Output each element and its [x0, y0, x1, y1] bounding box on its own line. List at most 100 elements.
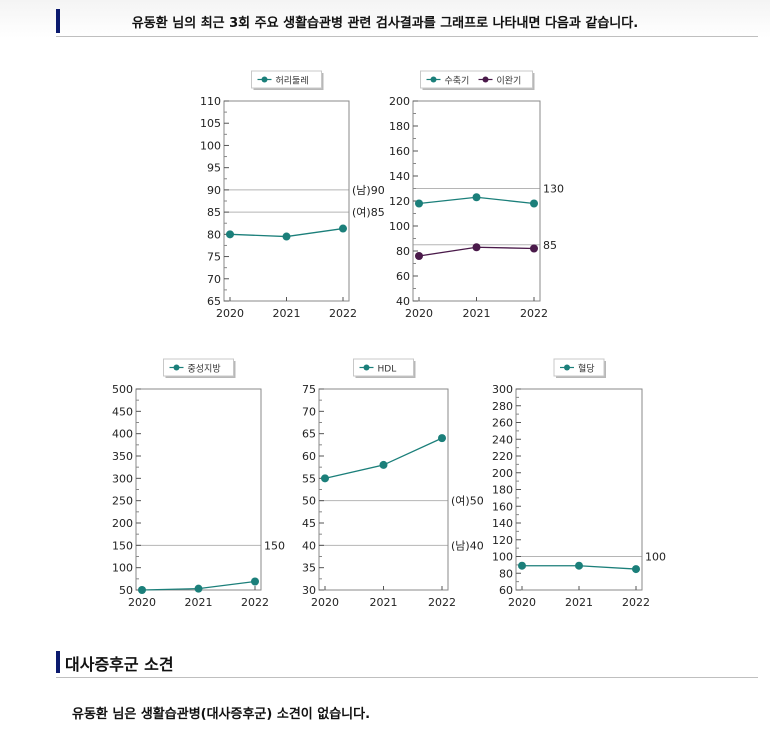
x-tick-label: 2020	[311, 596, 339, 609]
y-tick-label: 70	[207, 273, 221, 286]
legend-box	[353, 358, 414, 377]
y-tick-label: 280	[492, 400, 513, 413]
reference-label: 85	[543, 239, 557, 252]
y-tick-label: 120	[492, 534, 513, 547]
data-point	[530, 199, 538, 208]
data-point	[415, 252, 423, 260]
data-point	[472, 243, 481, 252]
y-tick-label: 60	[302, 450, 316, 463]
charts-area: 허리둘레 (남)90 (여)85 65 70 75 80 85 90 95 100 105 110 202…	[112, 70, 666, 609]
y-tick-label: 160	[389, 145, 410, 158]
legend-marker	[261, 76, 268, 83]
plot-frame	[223, 100, 350, 302]
data-point	[282, 232, 291, 241]
y-tick-label: 80	[207, 228, 221, 241]
y-tick-label: 105	[200, 117, 221, 130]
data-point	[632, 565, 640, 574]
y-tick-label: 65	[302, 428, 316, 441]
y-tick-label: 100	[200, 139, 221, 152]
y-tick-label: 80	[499, 567, 513, 580]
legend-marker	[482, 76, 489, 83]
y-tick-label: 120	[389, 195, 410, 208]
y-tick-label: 140	[389, 170, 410, 183]
summary-text: 유동환 님은 생활습관병(대사증후군) 소견이 없습니다.	[72, 707, 371, 722]
reference-label: (여)50	[451, 495, 484, 508]
chart-4: HDL (여)50 (남)40 30 35 40 45 50 55 60 65 70 75 2020 202…	[302, 358, 484, 609]
data-point	[251, 577, 259, 586]
data-point	[138, 586, 146, 594]
x-tick-label: 2022	[520, 307, 548, 320]
data-point	[415, 199, 423, 208]
legend-marker	[430, 76, 437, 83]
reference-label: 130	[543, 183, 564, 196]
y-tick-label: 85	[207, 206, 221, 219]
x-tick-label: 2021	[565, 596, 593, 609]
y-tick-label: 50	[119, 584, 133, 597]
y-tick-label: 500	[112, 383, 133, 396]
x-tick-label: 2020	[508, 596, 536, 609]
data-point	[226, 230, 234, 239]
chart-1: 허리둘레 (남)90 (여)85 65 70 75 80 85 90 95 100 105 110 202…	[200, 70, 385, 320]
plot-frame	[135, 388, 262, 591]
section-accent-bar	[56, 651, 60, 673]
y-tick-label: 200	[389, 95, 410, 108]
y-tick-label: 65	[207, 295, 221, 308]
y-tick-label: 45	[302, 517, 316, 530]
legend-marker	[363, 364, 370, 371]
x-tick-label: 2021	[273, 307, 301, 320]
x-tick-label: 2022	[428, 596, 456, 609]
y-tick-label: 50	[302, 495, 316, 508]
y-tick-label: 75	[207, 251, 221, 264]
legend-marker	[173, 364, 180, 371]
y-tick-label: 200	[492, 467, 513, 480]
x-tick-label: 2020	[216, 307, 244, 320]
data-point	[339, 224, 347, 233]
chart-2: 수축기 이완기 130 85 40 60 80 100 120 140 160 180 200 2020 2…	[389, 70, 564, 320]
y-tick-label: 180	[389, 120, 410, 133]
y-tick-label: 90	[207, 184, 221, 197]
y-tick-label: 350	[112, 450, 133, 463]
y-tick-label: 160	[492, 500, 513, 513]
reference-label: (남)40	[451, 539, 484, 552]
chart-5: 혈당 100 60 80 100 120 140 160 180 200 220 240 260 280 3…	[492, 358, 666, 609]
y-tick-label: 100	[389, 220, 410, 233]
legend-label: 중성지방	[188, 364, 221, 375]
y-tick-label: 180	[492, 484, 513, 497]
legend-box	[163, 358, 234, 377]
x-tick-label: 2020	[405, 307, 433, 320]
section-divider	[56, 677, 758, 678]
y-tick-label: 75	[302, 383, 316, 396]
legend-label: HDL	[378, 365, 397, 375]
report-header: 유동환 님의 최근 3회 주요 생활습관병 관련 검사결과를 그래프로 나타내면…	[0, 0, 770, 38]
y-tick-label: 60	[499, 584, 513, 597]
legend-box	[553, 358, 605, 377]
y-tick-label: 140	[492, 517, 513, 530]
data-point	[194, 584, 203, 593]
y-tick-label: 250	[112, 495, 133, 508]
y-tick-label: 40	[302, 539, 316, 552]
x-tick-label: 2022	[329, 307, 357, 320]
y-tick-label: 200	[112, 517, 133, 530]
header-accent-bar	[56, 9, 60, 33]
y-tick-label: 220	[492, 450, 513, 463]
data-point	[575, 561, 583, 570]
reference-label: 100	[645, 551, 666, 564]
section-title: 대사증후군 소견	[65, 655, 174, 674]
data-point	[518, 561, 526, 570]
data-point	[321, 474, 329, 483]
reference-label: 150	[264, 539, 285, 552]
y-tick-label: 110	[200, 95, 221, 108]
legend-box	[251, 70, 322, 89]
chart-3: 중성지방 150 50 100 150 200 250 300 350 400 450 500 2020…	[112, 358, 285, 609]
data-point	[379, 460, 388, 469]
y-tick-label: 100	[492, 551, 513, 564]
y-tick-label: 240	[492, 433, 513, 446]
x-tick-label: 2021	[463, 307, 491, 320]
x-tick-label: 2020	[128, 596, 156, 609]
x-tick-label: 2022	[241, 596, 269, 609]
y-tick-label: 70	[302, 405, 316, 418]
legend-label: 허리둘레	[276, 76, 309, 87]
data-point	[530, 244, 538, 253]
legend-marker	[564, 364, 570, 371]
plot-frame	[515, 388, 643, 591]
